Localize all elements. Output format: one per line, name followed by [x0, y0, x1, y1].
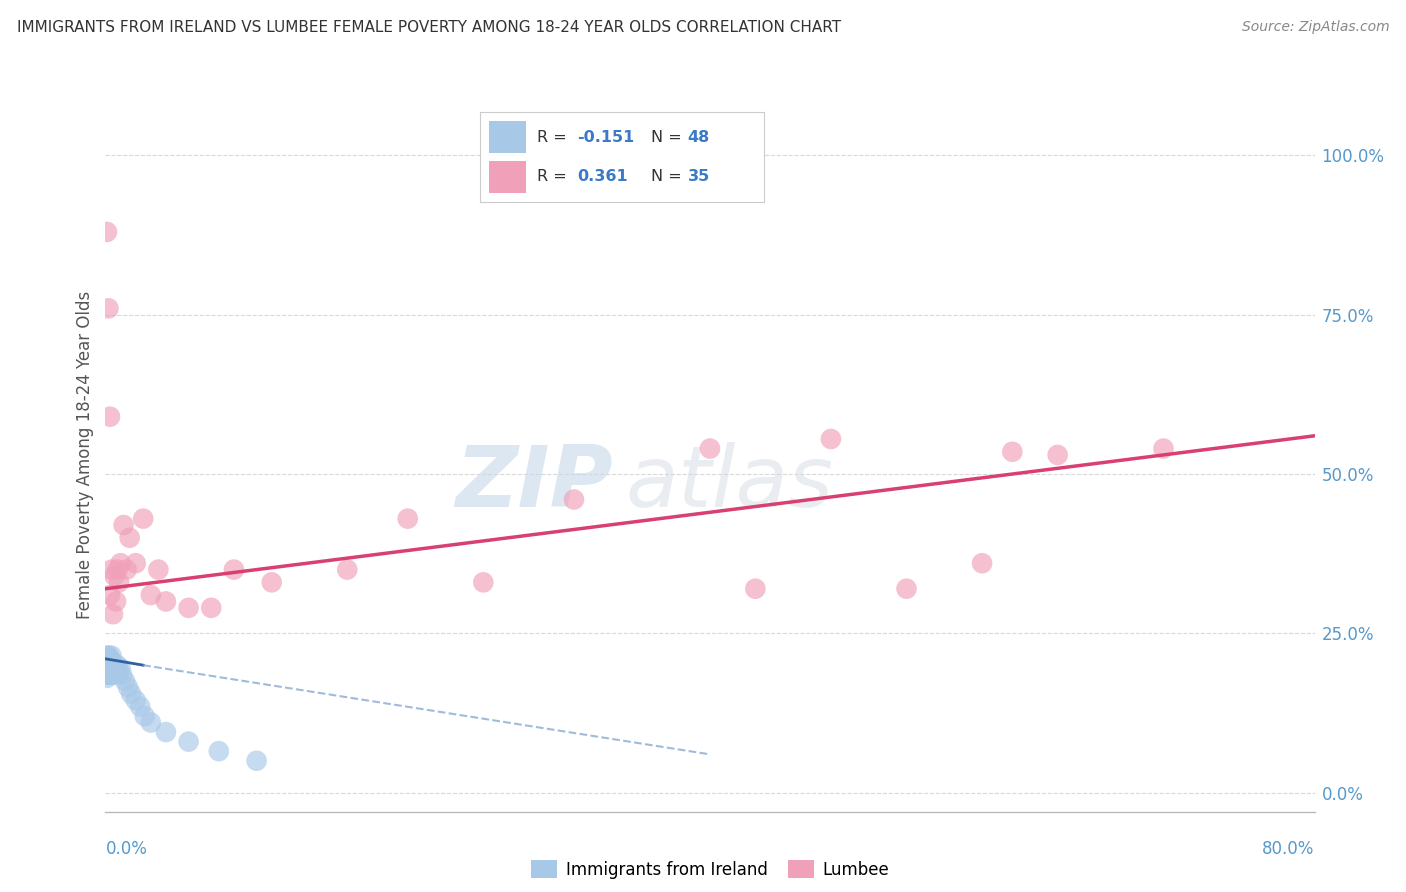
Point — [96, 665, 118, 679]
Point — [115, 563, 138, 577]
Legend: Immigrants from Ireland, Lumbee: Immigrants from Ireland, Lumbee — [524, 854, 896, 886]
Point — [896, 582, 918, 596]
Point — [125, 556, 148, 570]
Point — [96, 652, 118, 666]
Point — [129, 699, 152, 714]
Point — [139, 715, 162, 730]
Point — [134, 709, 156, 723]
Point — [97, 658, 120, 673]
Point — [98, 588, 121, 602]
Point — [1001, 444, 1024, 458]
Point — [101, 607, 124, 622]
Point — [246, 754, 269, 768]
Point — [98, 409, 121, 424]
Y-axis label: Female Poverty Among 18-24 Year Olds: Female Poverty Among 18-24 Year Olds — [76, 291, 94, 619]
Point — [101, 665, 124, 679]
Point — [96, 661, 118, 675]
Point — [125, 693, 148, 707]
Text: Source: ZipAtlas.com: Source: ZipAtlas.com — [1241, 20, 1389, 34]
Point — [100, 658, 122, 673]
Point — [120, 687, 142, 701]
Point — [96, 648, 118, 663]
Point — [1153, 442, 1175, 456]
Text: IMMIGRANTS FROM IRELAND VS LUMBEE FEMALE POVERTY AMONG 18-24 YEAR OLDS CORRELATI: IMMIGRANTS FROM IRELAND VS LUMBEE FEMALE… — [17, 20, 841, 35]
Point — [98, 661, 121, 675]
Point — [97, 301, 120, 316]
Point — [103, 658, 125, 673]
Point — [101, 655, 124, 669]
Point — [112, 518, 135, 533]
Point — [105, 667, 128, 681]
Point — [472, 575, 495, 590]
Point — [96, 661, 118, 675]
Point — [155, 725, 177, 739]
Point — [97, 655, 120, 669]
Point — [100, 667, 122, 681]
Point — [94, 658, 117, 673]
Point — [103, 569, 125, 583]
Point — [107, 563, 129, 577]
Point — [111, 667, 134, 681]
Point — [98, 652, 121, 666]
Point — [96, 655, 118, 669]
Point — [98, 661, 121, 675]
Point — [1046, 448, 1069, 462]
Point — [132, 511, 155, 525]
Point — [148, 563, 170, 577]
Point — [177, 600, 200, 615]
Text: 80.0%: 80.0% — [1263, 840, 1315, 858]
Point — [94, 667, 117, 681]
Text: 0.0%: 0.0% — [105, 840, 148, 858]
Point — [97, 661, 120, 675]
Point — [208, 744, 231, 758]
Point — [110, 661, 132, 675]
Point — [98, 655, 121, 669]
Point — [117, 681, 139, 695]
Point — [97, 652, 120, 666]
Point — [96, 225, 118, 239]
Point — [100, 648, 122, 663]
Point — [396, 511, 419, 525]
Point — [97, 667, 120, 681]
Point — [336, 563, 359, 577]
Text: atlas: atlas — [626, 442, 834, 525]
Point — [97, 658, 120, 673]
Point — [118, 531, 141, 545]
Point — [222, 563, 245, 577]
Point — [177, 734, 200, 748]
Point — [155, 594, 177, 608]
Point — [101, 661, 124, 675]
Point — [200, 600, 222, 615]
Point — [744, 582, 766, 596]
Point — [110, 556, 132, 570]
Point — [97, 665, 120, 679]
Point — [699, 442, 721, 456]
Point — [97, 648, 120, 663]
Point — [139, 588, 162, 602]
Point — [562, 492, 585, 507]
Point — [105, 594, 128, 608]
Point — [103, 661, 125, 675]
Point — [970, 556, 993, 570]
Point — [96, 671, 118, 685]
Point — [98, 658, 121, 673]
Text: ZIP: ZIP — [456, 442, 613, 525]
Point — [100, 563, 122, 577]
Point — [108, 575, 131, 590]
Point — [114, 674, 136, 689]
Point — [100, 661, 122, 675]
Point — [107, 658, 129, 673]
Point — [98, 667, 121, 681]
Point — [820, 432, 842, 446]
Point — [260, 575, 283, 590]
Point — [108, 665, 131, 679]
